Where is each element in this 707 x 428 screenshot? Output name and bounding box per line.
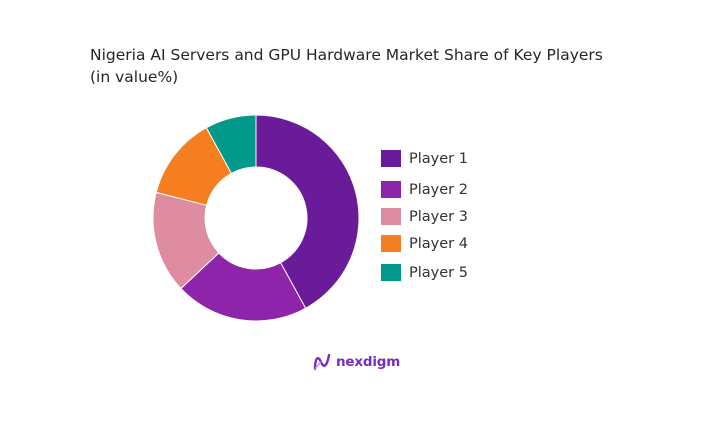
legend-item-player-4: Player 4 bbox=[381, 235, 468, 252]
nexdigm-logo-icon bbox=[313, 353, 331, 371]
brand-name: nexdigm bbox=[336, 354, 401, 370]
legend-swatch-player-3 bbox=[381, 208, 401, 225]
legend-item-player-5: Player 5 bbox=[381, 264, 468, 281]
legend-label-player-4: Player 4 bbox=[409, 235, 468, 252]
slice-player-2 bbox=[180, 252, 307, 322]
chart-title-line-2: (in value%) bbox=[90, 68, 179, 86]
legend-item-player-3: Player 3 bbox=[381, 208, 468, 225]
legend-label-player-1: Player 1 bbox=[409, 150, 468, 167]
legend-label-player-5: Player 5 bbox=[409, 264, 468, 281]
chart-title: Nigeria AI Servers and GPU Hardware Mark… bbox=[90, 44, 650, 88]
chart-title-line-1: Nigeria AI Servers and GPU Hardware Mark… bbox=[90, 46, 603, 64]
slice-player-1 bbox=[255, 114, 360, 309]
legend-swatch-player-1 bbox=[381, 150, 401, 167]
legend-item-player-2: Player 2 bbox=[381, 181, 468, 198]
slice-player-5 bbox=[205, 114, 257, 174]
legend-swatch-player-5 bbox=[381, 264, 401, 281]
legend-swatch-player-4 bbox=[381, 235, 401, 252]
legend-item-player-1: Player 1 bbox=[381, 150, 468, 167]
legend-swatch-player-2 bbox=[381, 181, 401, 198]
brand-logo: nexdigm bbox=[312, 352, 400, 372]
legend-label-player-3: Player 3 bbox=[409, 208, 468, 225]
legend-label-player-2: Player 2 bbox=[409, 181, 468, 198]
